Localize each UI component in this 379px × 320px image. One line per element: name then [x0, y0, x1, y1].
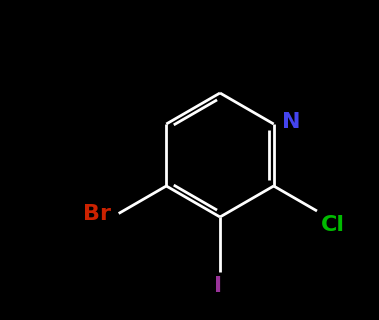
- Text: Br: Br: [83, 204, 111, 223]
- Text: N: N: [282, 112, 300, 132]
- Text: Cl: Cl: [321, 215, 345, 235]
- Text: I: I: [214, 276, 222, 296]
